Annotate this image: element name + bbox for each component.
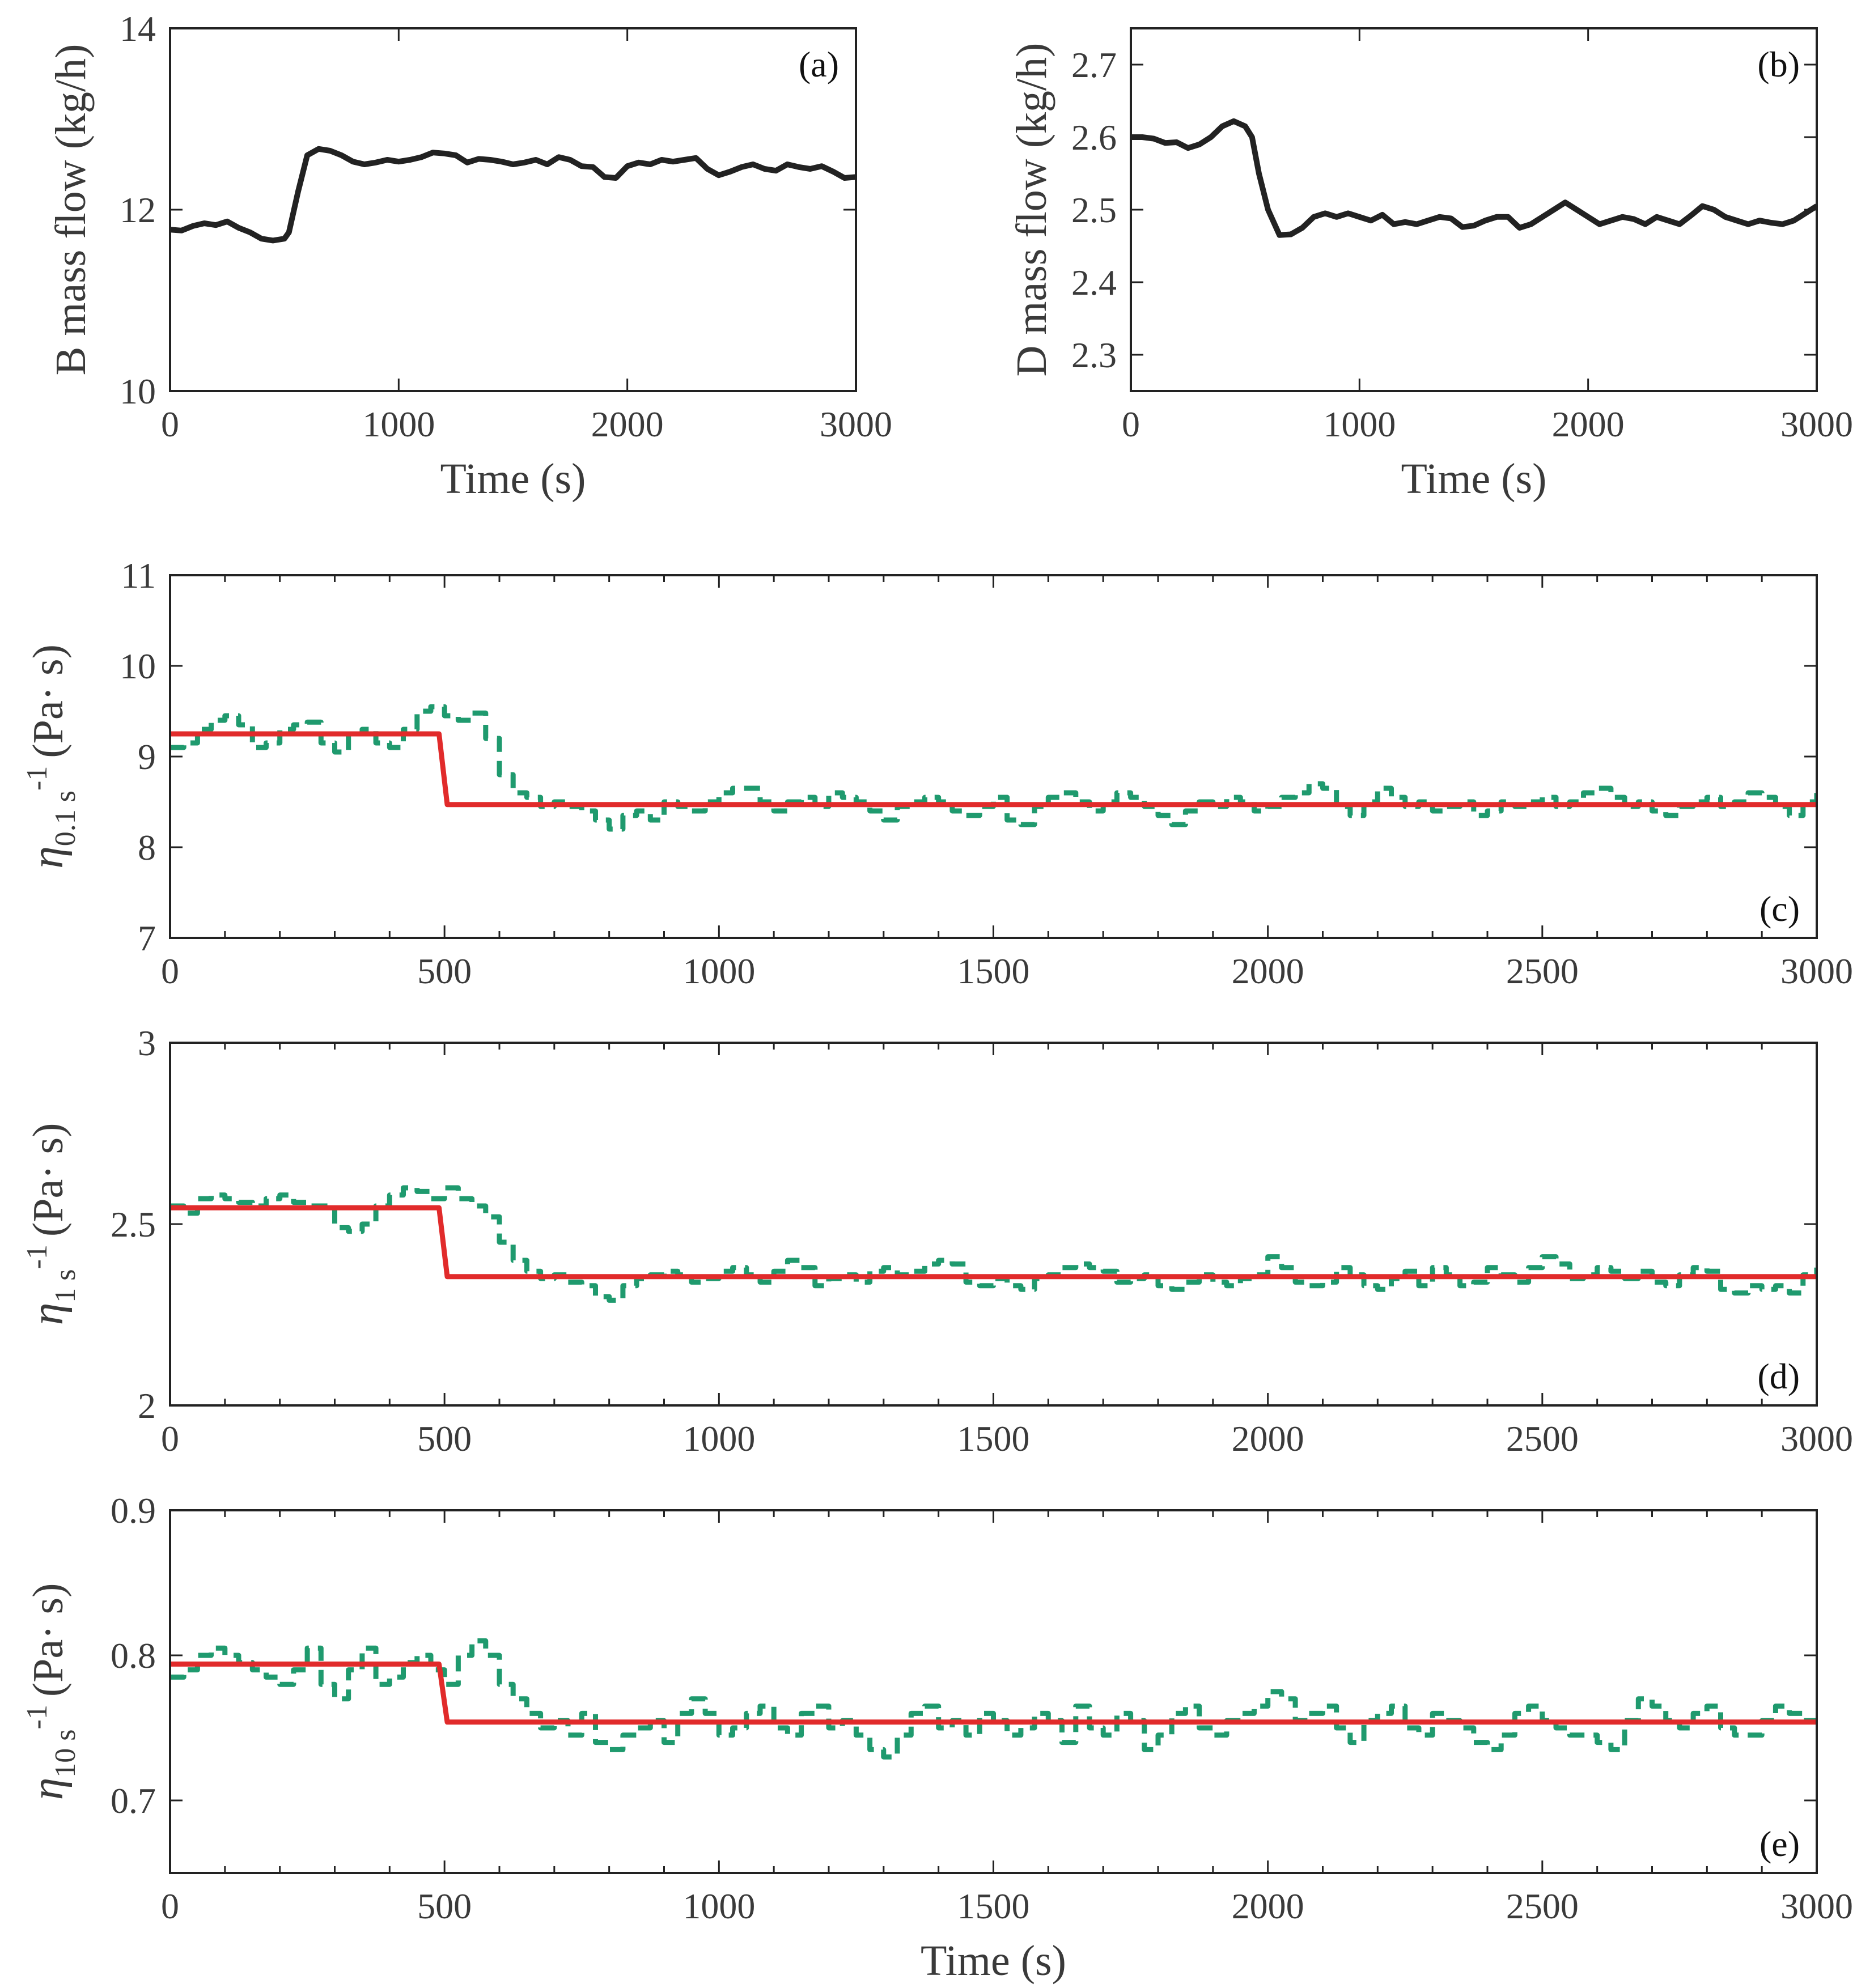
panel-c: 0 500 1000 1500 2000 2500 3000 7 8 9 10 11 (c) η0.1 s… [21, 555, 1853, 991]
x-tick-label: 2000 [1552, 404, 1625, 444]
y-tick-label: 12 [120, 190, 156, 230]
y-tick-label: 0.8 [111, 1636, 156, 1676]
x-tick-label: 0 [161, 404, 179, 444]
y-label-subscript: 1 s [49, 1269, 82, 1302]
y-axis-label: η0.1 s-1 (Pa· s) [21, 644, 82, 869]
x-tick-label: 0 [161, 951, 179, 991]
y-label-symbol: η [23, 1303, 73, 1326]
x-tick-label: 0 [161, 1418, 179, 1459]
x-tick-label: 1000 [1323, 404, 1396, 444]
y-label-unit: (Pa· s) [24, 1123, 72, 1237]
x-tick-label: 2500 [1506, 951, 1579, 991]
y-label-superscript: -1 [21, 766, 53, 791]
y-label-symbol: η [23, 846, 73, 869]
x-tick-label: 3000 [1780, 1418, 1853, 1459]
x-tick-label: 2000 [591, 404, 664, 444]
y-tick-label: 3 [138, 1023, 156, 1063]
axes-frame [169, 574, 1818, 939]
series-predicted-line [170, 1661, 1817, 1725]
y-tick-label: 2.7 [1071, 45, 1117, 85]
series-predicted-line [170, 1205, 1817, 1280]
y-label-superscript: -1 [21, 1705, 53, 1729]
y-tick-label: 2.5 [1071, 190, 1117, 230]
x-tick-label: 500 [417, 1418, 472, 1459]
series-predicted-line [170, 731, 1817, 808]
panel-label: (a) [799, 44, 839, 84]
y-tick-label: 0.9 [111, 1490, 156, 1531]
axes-frame [169, 1042, 1818, 1407]
y-label-unit: (Pa· s) [24, 1583, 72, 1697]
y-axis-label: η10 s-1 (Pa· s) [21, 1583, 82, 1800]
y-tick-label: 8 [138, 827, 156, 868]
y-tick-label: 2 [138, 1386, 156, 1426]
y-tick-label: 7 [138, 918, 156, 958]
x-tick-label: 1500 [957, 1886, 1030, 1926]
x-tick-label: 3000 [1780, 1886, 1853, 1926]
y-tick-label: 2.4 [1071, 262, 1117, 303]
panel-a: 0 1000 2000 3000 10 12 14 (a) Time (s) B mass flo… [47, 9, 892, 503]
y-axis-label: B mass flow (kg/h) [47, 44, 95, 376]
x-tick-label: 1000 [682, 951, 755, 991]
series-b-mass-flow-line [170, 146, 856, 244]
panel-label: (c) [1759, 889, 1800, 929]
x-tick-label: 1000 [682, 1886, 755, 1926]
y-axis-label: D mass flow (kg/h) [1008, 43, 1055, 377]
x-tick-label: 2000 [1232, 1418, 1304, 1459]
y-tick-label: 9 [138, 737, 156, 777]
x-tick-label: 500 [417, 951, 472, 991]
x-tick-label: 0 [1122, 404, 1140, 444]
x-tick-label: 2000 [1232, 951, 1304, 991]
x-tick-label: 3000 [820, 404, 892, 444]
x-tick-label: 0 [161, 1886, 179, 1926]
x-axis-label: Time (s) [921, 1937, 1066, 1985]
y-label-subscript: 10 s [49, 1729, 82, 1777]
y-tick-label: 2.5 [111, 1204, 156, 1244]
panel-label: (e) [1759, 1824, 1800, 1864]
panel-e: 0 500 1000 1500 2000 2500 3000 0.7 0.8 0.9 (e) Time… [21, 1490, 1853, 1985]
panel-label: (b) [1757, 44, 1800, 84]
x-tick-label: 1000 [362, 404, 435, 444]
x-axis-label: Time (s) [440, 455, 586, 503]
x-tick-label: 500 [417, 1886, 472, 1926]
x-tick-label: 3000 [1780, 951, 1853, 991]
y-tick-label: 10 [120, 371, 156, 411]
y-label-unit: (Pa· s) [24, 644, 72, 758]
x-tick-label: 1500 [957, 951, 1030, 991]
y-tick-label: 14 [120, 9, 156, 49]
x-tick-label: 1500 [957, 1418, 1030, 1459]
panel-b: 0 1000 2000 3000 2.3 2.4 2.5 2.6 2.7 (b) Time (s) D… [1008, 27, 1853, 503]
y-tick-label: 0.7 [111, 1781, 156, 1821]
panel-d: 0 500 1000 1500 2000 2500 3000 2 2.5 3 (d) η1 s-1 (P… [21, 1023, 1853, 1459]
y-axis-label: η1 s-1 (Pa· s) [21, 1123, 82, 1326]
y-label-symbol: η [23, 1778, 73, 1800]
axes-frame [169, 27, 857, 392]
y-label-superscript: -1 [21, 1244, 53, 1269]
y-tick-label: 10 [120, 646, 156, 686]
series-measured-line [170, 1185, 1817, 1303]
x-tick-label: 2500 [1506, 1418, 1579, 1459]
x-tick-label: 1000 [682, 1418, 755, 1459]
series-measured-line [170, 704, 1817, 832]
axes-frame [169, 1509, 1818, 1874]
y-label-subscript: 0.1 s [49, 791, 82, 846]
y-tick-label: 2.6 [1071, 117, 1117, 158]
y-tick-label: 11 [121, 555, 156, 596]
x-tick-label: 3000 [1780, 404, 1853, 444]
series-measured-line [170, 1638, 1817, 1760]
panel-label: (d) [1757, 1356, 1800, 1396]
series-d-mass-flow-line [1131, 118, 1817, 238]
x-tick-label: 2000 [1232, 1886, 1304, 1926]
x-tick-label: 2500 [1506, 1886, 1579, 1926]
y-tick-label: 2.3 [1071, 335, 1117, 375]
x-axis-label: Time (s) [1401, 455, 1547, 503]
